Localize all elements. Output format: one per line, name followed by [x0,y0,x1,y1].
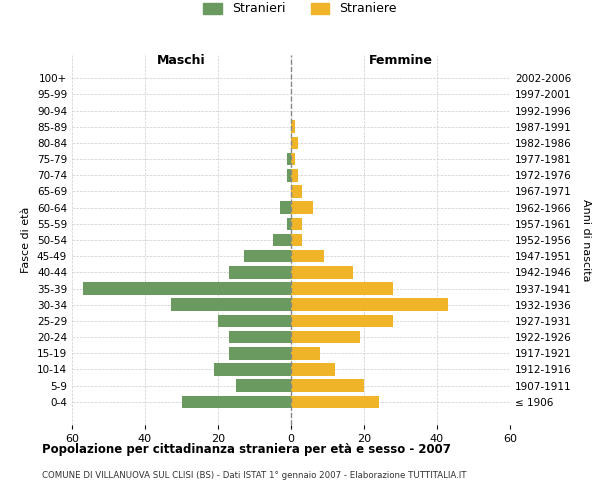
Bar [229,266,291,278]
Y-axis label: Anni di nascita: Anni di nascita [581,198,591,281]
Bar [218,314,291,327]
Legend: Stranieri, Straniere: Stranieri, Straniere [198,0,402,20]
Bar [291,250,324,262]
Bar [287,218,291,230]
Bar [291,380,364,392]
Text: COMUNE DI VILLANUOVA SUL CLISI (BS) - Dati ISTAT 1° gennaio 2007 - Elaborazione : COMUNE DI VILLANUOVA SUL CLISI (BS) - Da… [42,471,467,480]
Bar [291,153,295,166]
Bar [291,266,353,278]
Bar [291,120,295,133]
Bar [291,282,393,295]
Bar [291,218,302,230]
Bar [170,298,291,311]
Bar [291,331,361,344]
Bar [83,282,291,295]
Bar [291,234,302,246]
Bar [287,153,291,166]
Bar [291,363,335,376]
Bar [291,396,379,408]
Bar [291,185,302,198]
Bar [287,169,291,181]
Bar [291,169,298,181]
Bar [273,234,291,246]
Bar [182,396,291,408]
Bar [291,314,393,327]
Bar [291,136,298,149]
Bar [214,363,291,376]
Bar [236,380,291,392]
Bar [291,298,448,311]
Text: Popolazione per cittadinanza straniera per età e sesso - 2007: Popolazione per cittadinanza straniera p… [42,442,451,456]
Text: Maschi: Maschi [157,54,206,67]
Bar [280,202,291,214]
Bar [229,347,291,360]
Text: Femmine: Femmine [368,54,433,67]
Y-axis label: Fasce di età: Fasce di età [22,207,31,273]
Bar [291,347,320,360]
Bar [244,250,291,262]
Bar [291,202,313,214]
Bar [229,331,291,344]
